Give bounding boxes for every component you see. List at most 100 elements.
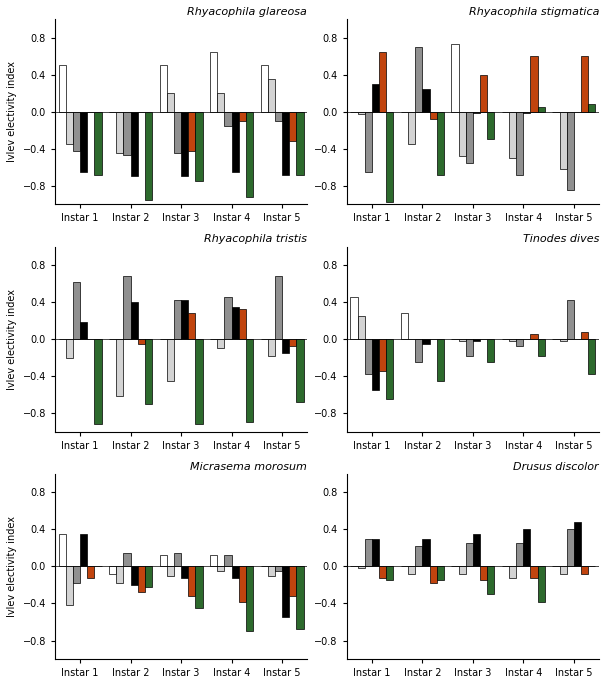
Bar <box>530 56 538 112</box>
Bar <box>80 534 87 566</box>
Bar <box>437 339 444 381</box>
Bar <box>379 51 386 112</box>
Bar <box>239 112 246 121</box>
Bar <box>459 566 465 574</box>
Bar <box>516 339 524 347</box>
Bar <box>261 65 268 112</box>
Bar <box>224 112 231 125</box>
Bar <box>538 566 545 601</box>
Bar <box>422 88 430 112</box>
Bar <box>145 566 152 587</box>
Text: Rhyacophila glareosa: Rhyacophila glareosa <box>187 7 307 17</box>
Bar <box>138 339 145 344</box>
Bar <box>487 339 494 362</box>
Bar <box>473 534 480 566</box>
Bar <box>124 553 131 566</box>
Bar <box>516 112 524 175</box>
Bar <box>422 538 430 566</box>
Bar <box>386 339 393 399</box>
Bar <box>524 530 530 566</box>
Bar <box>487 566 494 595</box>
Bar <box>218 566 224 571</box>
Bar <box>239 310 246 339</box>
Bar <box>401 313 408 339</box>
Bar <box>210 51 218 112</box>
Bar <box>358 566 365 569</box>
Text: Micrasema morosum: Micrasema morosum <box>190 462 307 472</box>
Bar <box>80 112 87 172</box>
Bar <box>480 566 487 580</box>
Bar <box>109 566 116 574</box>
Bar <box>73 112 80 151</box>
Bar <box>224 556 231 566</box>
Bar <box>509 112 516 158</box>
Bar <box>239 566 246 601</box>
Bar <box>87 566 95 577</box>
Bar <box>581 566 588 574</box>
Bar <box>480 75 487 112</box>
Bar <box>66 566 73 606</box>
Bar <box>588 339 595 374</box>
Bar <box>289 339 296 347</box>
Bar <box>430 566 437 583</box>
Bar <box>231 112 239 172</box>
Bar <box>296 112 304 175</box>
Bar <box>567 112 574 190</box>
Bar <box>218 93 224 112</box>
Bar <box>437 566 444 580</box>
Bar <box>167 566 174 575</box>
Bar <box>80 323 87 339</box>
Bar <box>116 339 124 397</box>
Bar <box>188 313 195 339</box>
Bar <box>167 339 174 381</box>
Bar <box>379 339 386 371</box>
Bar <box>138 566 145 593</box>
Bar <box>509 339 516 341</box>
Bar <box>131 112 138 177</box>
Bar <box>386 112 393 202</box>
Bar <box>268 339 275 356</box>
Bar <box>124 276 131 339</box>
Bar <box>509 566 516 577</box>
Bar <box>372 538 379 566</box>
Bar <box>559 566 567 574</box>
Bar <box>282 112 289 175</box>
Bar <box>282 339 289 353</box>
Bar <box>365 538 372 566</box>
Bar <box>131 566 138 585</box>
Bar <box>530 334 538 339</box>
Text: Drusus discolor: Drusus discolor <box>513 462 599 472</box>
Bar <box>145 339 152 404</box>
Bar <box>459 112 465 156</box>
Bar <box>275 276 282 339</box>
Bar <box>246 566 253 632</box>
Bar <box>59 534 66 566</box>
Bar <box>95 339 102 424</box>
Bar <box>73 282 80 339</box>
Bar <box>430 112 437 119</box>
Bar <box>174 300 181 339</box>
Bar <box>465 112 473 162</box>
Bar <box>167 93 174 112</box>
Y-axis label: Ivlev electivity index: Ivlev electivity index <box>7 516 17 617</box>
Bar <box>231 566 239 577</box>
Bar <box>588 104 595 112</box>
Bar <box>188 112 195 151</box>
Bar <box>559 339 567 341</box>
Bar <box>372 84 379 112</box>
Bar <box>131 302 138 339</box>
Bar <box>268 566 275 575</box>
Bar <box>73 566 80 583</box>
Bar <box>59 65 66 112</box>
Bar <box>487 112 494 140</box>
Bar <box>268 79 275 112</box>
Bar <box>195 566 202 608</box>
Bar <box>581 56 588 112</box>
Bar <box>231 307 239 339</box>
Bar <box>181 566 188 577</box>
Bar <box>224 297 231 339</box>
Bar <box>181 112 188 177</box>
Bar <box>437 112 444 175</box>
Bar <box>408 566 415 574</box>
Y-axis label: Ivlev electivity index: Ivlev electivity index <box>7 61 17 162</box>
